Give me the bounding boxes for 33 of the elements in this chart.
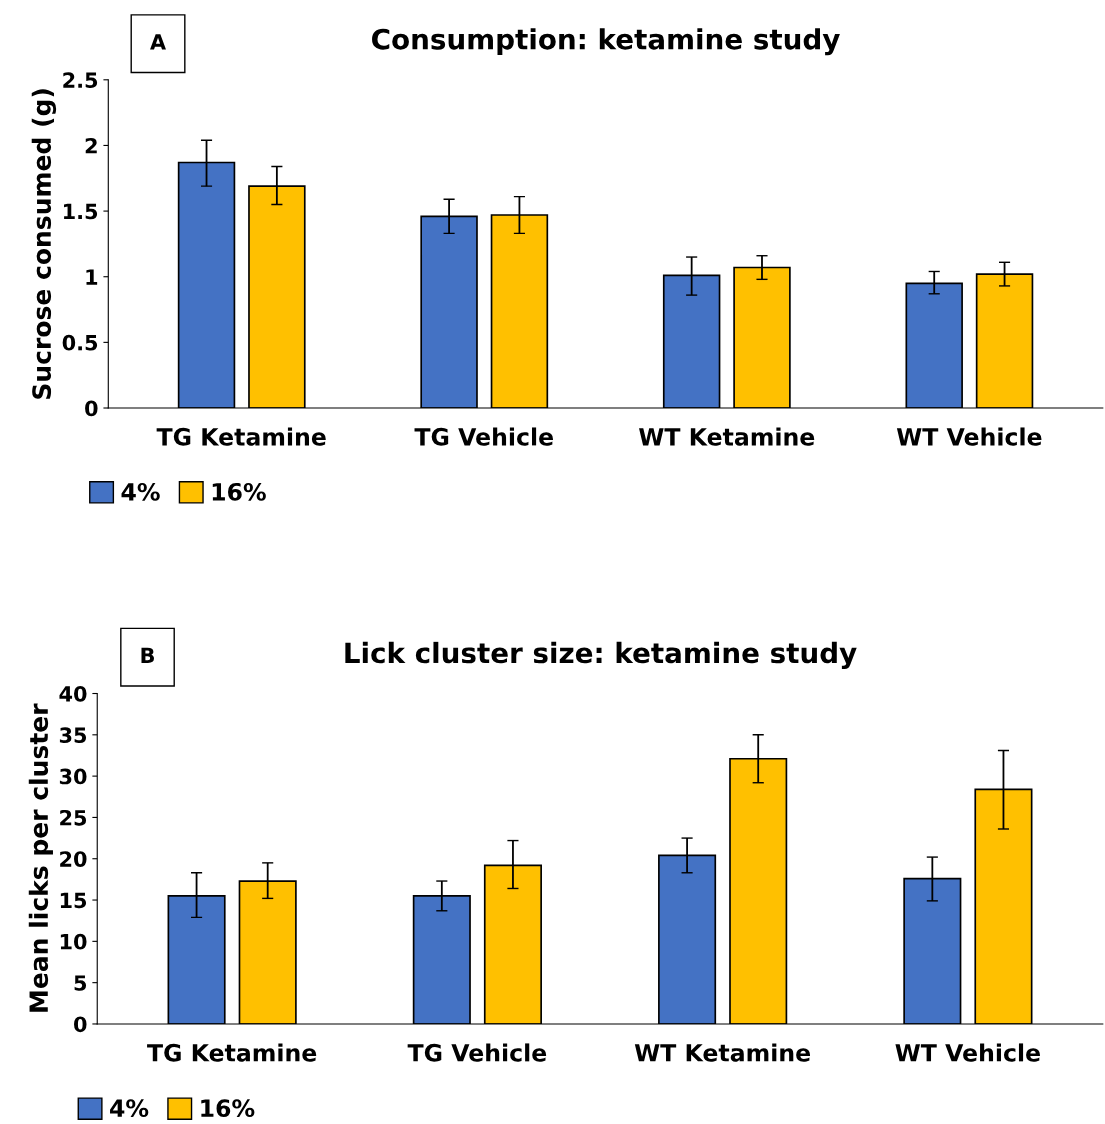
- y-tick-label: 0.5: [62, 334, 98, 351]
- y-tick-label: 20: [60, 851, 87, 867]
- x-tick-label: TG Vehicle: [414, 427, 553, 446]
- x-tick-label: TG Vehicle: [407, 1043, 547, 1062]
- legend-label: 4%: [110, 1099, 149, 1118]
- legend-label: 4%: [121, 482, 160, 501]
- x-tick-label: WT Ketamine: [634, 1043, 810, 1062]
- x-tick-label: TG Ketamine: [156, 427, 326, 446]
- text: B: [141, 647, 154, 663]
- y-tick-label: 2.5: [63, 72, 98, 89]
- y-tick-label: 10: [60, 933, 87, 950]
- y-tick-label: 15: [60, 892, 87, 909]
- y-tick-label: 0: [74, 1016, 87, 1033]
- y-tick-label: 2: [85, 137, 97, 154]
- x-tick-label: WT Vehicle: [896, 427, 1042, 446]
- y-tick-label: 25: [60, 809, 87, 826]
- legend-label: 16%: [201, 1099, 255, 1118]
- x-tick-label: WT Vehicle: [895, 1043, 1040, 1062]
- y-tick-label: 35: [59, 727, 87, 744]
- legend-label: 16%: [212, 482, 266, 501]
- y-tick-label: 40: [59, 685, 87, 702]
- y-tick-label: 1.5: [64, 203, 98, 220]
- chart-title: Consumption: ketamine study: [372, 28, 840, 56]
- y-tick-label: 1: [86, 269, 98, 285]
- chart-title: Lick cluster size: ketamine study: [345, 641, 857, 669]
- y-tick-label: 30: [59, 768, 87, 785]
- text: A: [150, 34, 166, 50]
- y-tick-label: 5: [74, 975, 87, 991]
- y-axis-title: Mean licks per cluster: [28, 703, 53, 1012]
- x-tick-label: TG Ketamine: [147, 1043, 317, 1062]
- x-tick-label: WT Ketamine: [639, 427, 815, 446]
- y-tick-label: 0: [85, 400, 98, 417]
- y-axis-title: Sucrose consumed (g): [31, 89, 57, 399]
